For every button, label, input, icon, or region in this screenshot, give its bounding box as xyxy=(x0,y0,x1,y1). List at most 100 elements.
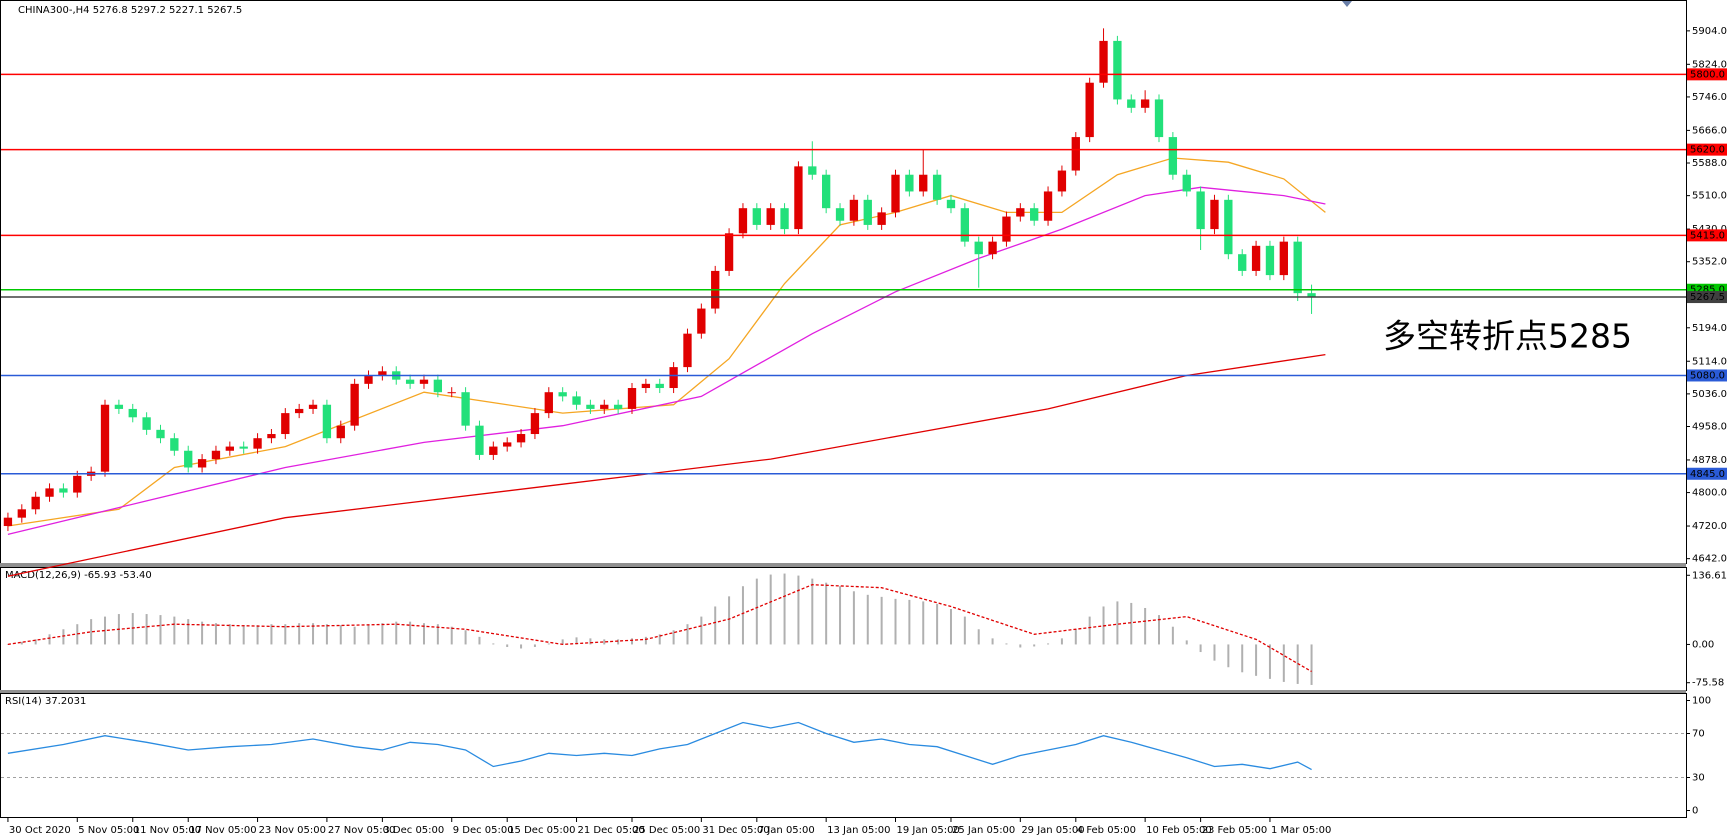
macd-bar xyxy=(617,639,620,645)
x-tick-label: 30 Oct 2020 xyxy=(9,825,71,836)
candle-body xyxy=(988,241,997,255)
macd-bar xyxy=(936,603,939,645)
candle-body xyxy=(1016,208,1025,217)
candle-body xyxy=(544,392,553,414)
macd-bar xyxy=(1199,644,1202,653)
x-tick-label: 29 Jan 05:00 xyxy=(1021,825,1084,836)
x-tick-label: 15 Dec 05:00 xyxy=(508,825,575,836)
level-label-box xyxy=(1687,229,1727,242)
candle-body xyxy=(572,396,581,405)
y-tick-label: 5036.0 xyxy=(1692,389,1727,400)
macd-bar xyxy=(1213,644,1216,661)
macd-bar xyxy=(159,615,162,645)
macd-bar xyxy=(589,638,592,645)
macd-bar xyxy=(908,599,911,645)
macd-bar xyxy=(1047,643,1050,645)
y-tick-label: 136.61 xyxy=(1692,570,1727,581)
x-tick-label: 31 Dec 05:00 xyxy=(702,825,769,836)
candle-body xyxy=(780,208,789,230)
macd-bar xyxy=(228,624,231,645)
macd-bar xyxy=(894,598,897,645)
candle-body xyxy=(489,446,498,455)
macd-bar xyxy=(1268,644,1271,679)
macd-bar xyxy=(533,644,536,647)
indicator-line xyxy=(7,353,1326,577)
panel-separator xyxy=(0,563,1686,567)
y-tick-label: 4878.0 xyxy=(1692,455,1727,466)
chart-title: CHINA300-,H4 5276.8 5297.2 5227.1 5267.5 xyxy=(18,5,242,16)
macd-bar xyxy=(922,601,925,645)
macd-bar xyxy=(644,636,647,645)
macd-bar xyxy=(672,630,675,645)
candle-body xyxy=(1099,40,1108,83)
x-tick-label: 27 Nov 05:00 xyxy=(328,825,395,836)
macd-bar xyxy=(395,621,398,645)
candle-body xyxy=(364,375,373,384)
level-label: 5285.0 xyxy=(1690,285,1725,296)
candle-body xyxy=(1293,241,1302,294)
candle-body xyxy=(1251,245,1261,271)
candle-body xyxy=(1030,208,1039,221)
x-tick-label: 5 Nov 05:00 xyxy=(78,825,139,836)
x-tick-label: 9 Dec 05:00 xyxy=(453,825,514,836)
macd-bar xyxy=(242,625,245,645)
macd-bar xyxy=(825,582,828,645)
candle-body xyxy=(946,199,956,209)
x-tick-label: 4 Feb 05:00 xyxy=(1077,825,1136,836)
candle-body xyxy=(655,383,664,389)
candle-body xyxy=(59,488,68,493)
rsi-title: RSI(14) 37.2031 xyxy=(5,696,86,707)
y-tick-label: 0.00 xyxy=(1692,639,1714,650)
candle-body xyxy=(253,438,262,449)
candle-body xyxy=(1182,174,1191,192)
macd-bar xyxy=(270,624,273,645)
y-tick-label: 5588.0 xyxy=(1692,158,1727,169)
candle-body xyxy=(863,199,872,225)
indicator-line xyxy=(7,721,1312,771)
candle-body xyxy=(239,446,248,449)
x-tick-label: 25 Jan 05:00 xyxy=(952,825,1015,836)
level-label: 5415.0 xyxy=(1690,230,1725,241)
macd-title: MACD(12,26,9) -65.93 -53.40 xyxy=(5,570,152,581)
macd-bar xyxy=(977,629,980,645)
candle-body xyxy=(1210,199,1219,230)
candle-body xyxy=(322,404,332,439)
y-tick-label: 70 xyxy=(1692,729,1705,740)
shift-marker xyxy=(1342,1,1352,7)
x-tick-label: 21 Dec 05:00 xyxy=(578,825,645,836)
candle-body xyxy=(1196,191,1205,230)
candle-body xyxy=(919,174,928,192)
macd-bar xyxy=(991,638,994,645)
macd-bar xyxy=(1130,602,1133,645)
level-label: 5080.0 xyxy=(1690,370,1725,381)
macd-bar xyxy=(1005,643,1008,645)
candle-body xyxy=(1224,199,1233,255)
candle-body xyxy=(1154,99,1164,138)
candle-body xyxy=(1307,293,1316,298)
candle-body xyxy=(45,488,54,497)
macd-bar xyxy=(963,616,966,645)
candle-body xyxy=(350,383,359,426)
macd-bar xyxy=(284,624,287,645)
macd-bar xyxy=(1158,615,1161,645)
y-tick-label: 5352.0 xyxy=(1692,257,1727,268)
macd-bar xyxy=(520,644,523,649)
candle-body xyxy=(697,308,706,334)
macd-bar xyxy=(741,586,744,645)
candle-body xyxy=(1113,40,1122,100)
macd-bar xyxy=(339,625,342,645)
candle-body xyxy=(516,434,526,443)
candle-body xyxy=(1085,82,1094,138)
macd-bar xyxy=(769,574,772,645)
macd-bar xyxy=(1255,644,1258,676)
macd-bar xyxy=(631,638,634,645)
y-tick-label: 100 xyxy=(1692,696,1711,707)
x-tick-label: 7 Jan 05:00 xyxy=(758,825,815,836)
y-tick-label: 5666.0 xyxy=(1692,125,1727,136)
macd-bar xyxy=(1144,607,1147,645)
macd-bar xyxy=(34,639,37,645)
x-tick-label: 11 Nov 05:00 xyxy=(134,825,201,836)
macd-bar xyxy=(62,629,65,645)
x-tick-label: 23 Nov 05:00 xyxy=(259,825,326,836)
